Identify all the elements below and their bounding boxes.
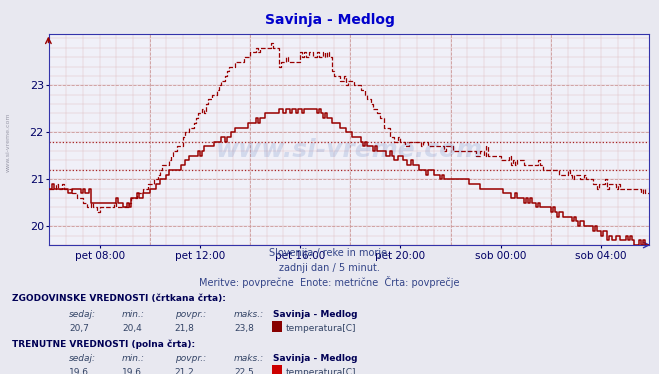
Text: 21,8: 21,8 xyxy=(175,324,194,333)
Text: Savinja - Medlog: Savinja - Medlog xyxy=(273,310,358,319)
Text: 19,6: 19,6 xyxy=(69,368,89,374)
Text: povpr.:: povpr.: xyxy=(175,354,206,363)
Text: min.:: min.: xyxy=(122,354,145,363)
Text: Slovenija / reke in morje.: Slovenija / reke in morje. xyxy=(269,248,390,258)
Text: 22,5: 22,5 xyxy=(234,368,254,374)
Text: TRENUTNE VREDNOSTI (polna črta):: TRENUTNE VREDNOSTI (polna črta): xyxy=(12,339,195,349)
Text: sedaj:: sedaj: xyxy=(69,354,96,363)
Text: Meritve: povprečne  Enote: metrične  Črta: povprečje: Meritve: povprečne Enote: metrične Črta:… xyxy=(199,276,460,288)
Text: povpr.:: povpr.: xyxy=(175,310,206,319)
Text: 20,7: 20,7 xyxy=(69,324,89,333)
Text: min.:: min.: xyxy=(122,310,145,319)
Text: www.si-vreme.com: www.si-vreme.com xyxy=(215,138,483,162)
Text: sedaj:: sedaj: xyxy=(69,310,96,319)
Text: Savinja - Medlog: Savinja - Medlog xyxy=(273,354,358,363)
Text: 19,6: 19,6 xyxy=(122,368,142,374)
Text: maks.:: maks.: xyxy=(234,310,264,319)
Text: Savinja - Medlog: Savinja - Medlog xyxy=(264,13,395,27)
Text: ZGODOVINSKE VREDNOSTI (črtkana črta):: ZGODOVINSKE VREDNOSTI (črtkana črta): xyxy=(12,294,226,303)
Text: maks.:: maks.: xyxy=(234,354,264,363)
Text: 20,4: 20,4 xyxy=(122,324,142,333)
Text: temperatura[C]: temperatura[C] xyxy=(285,368,356,374)
Text: 23,8: 23,8 xyxy=(234,324,254,333)
Text: 21,2: 21,2 xyxy=(175,368,194,374)
Text: www.si-vreme.com: www.si-vreme.com xyxy=(5,112,11,172)
Text: temperatura[C]: temperatura[C] xyxy=(285,324,356,333)
Text: zadnji dan / 5 minut.: zadnji dan / 5 minut. xyxy=(279,263,380,273)
